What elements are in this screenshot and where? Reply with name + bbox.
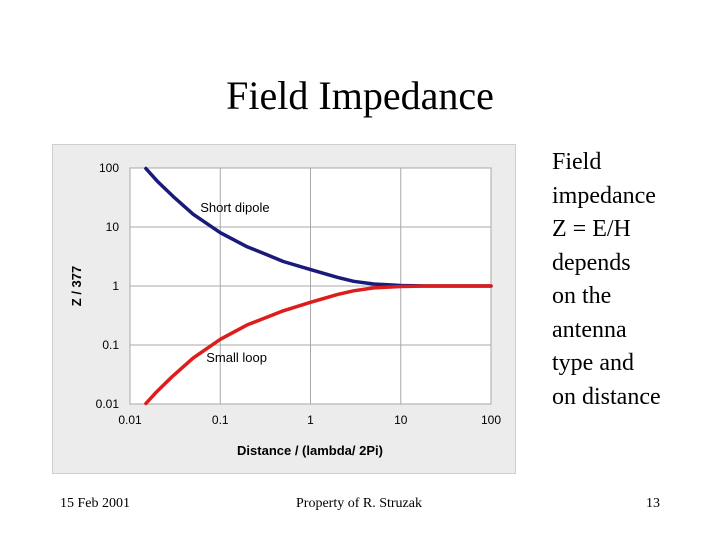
series-label: Small loop [206, 350, 267, 365]
x-tick-label: 0.1 [212, 413, 229, 427]
y-tick-label: 0.01 [96, 397, 120, 411]
x-tick-label: 100 [481, 413, 501, 427]
side-text-line: antenna [552, 316, 627, 343]
y-axis-label: Z / 377 [69, 266, 84, 306]
series-lines [144, 166, 493, 406]
y-tick-label: 1 [112, 279, 119, 293]
side-text-line: type and [552, 350, 634, 376]
x-tick-label: 0.01 [118, 413, 142, 427]
side-text-line: Z = E/H [552, 216, 631, 242]
series-line-small-loop [144, 284, 493, 406]
impedance-chart: 0.01 0.1 1 10 100 100 10 1 0.1 0.01 Short dipole Sm… [69, 161, 502, 458]
footer-credit: Property of R. Struzak [296, 496, 422, 511]
side-text-line: impedance [552, 182, 656, 209]
chart-panel: 0.01 0.1 1 10 100 100 10 1 0.1 0.01 Short dipole Sm… [52, 144, 516, 474]
y-tick-label: 0.1 [102, 338, 119, 352]
side-text-line: on the [552, 283, 612, 309]
slide-title: Field Impedance [226, 73, 494, 118]
side-text: Field impedance Z = E/H depends on the a… [552, 146, 712, 414]
grid-lines [129, 167, 492, 405]
tick-labels: 0.01 0.1 1 10 100 100 10 1 0.1 0.01 Short dipole Sm… [96, 161, 502, 427]
x-tick-label: 10 [394, 413, 408, 427]
side-text-line: depends [552, 249, 631, 276]
series-label: Short dipole [200, 200, 269, 215]
side-text-line: on distance [552, 383, 661, 410]
y-tick-label: 10 [106, 220, 120, 234]
y-tick-label: 100 [99, 161, 119, 175]
x-tick-label: 1 [307, 413, 314, 427]
page-number: 13 [646, 496, 660, 511]
side-text-line: Field [552, 149, 602, 175]
footer-date: 15 Feb 2001 [60, 496, 130, 511]
x-axis-label: Distance / (lambda/ 2Pi) [237, 443, 383, 458]
